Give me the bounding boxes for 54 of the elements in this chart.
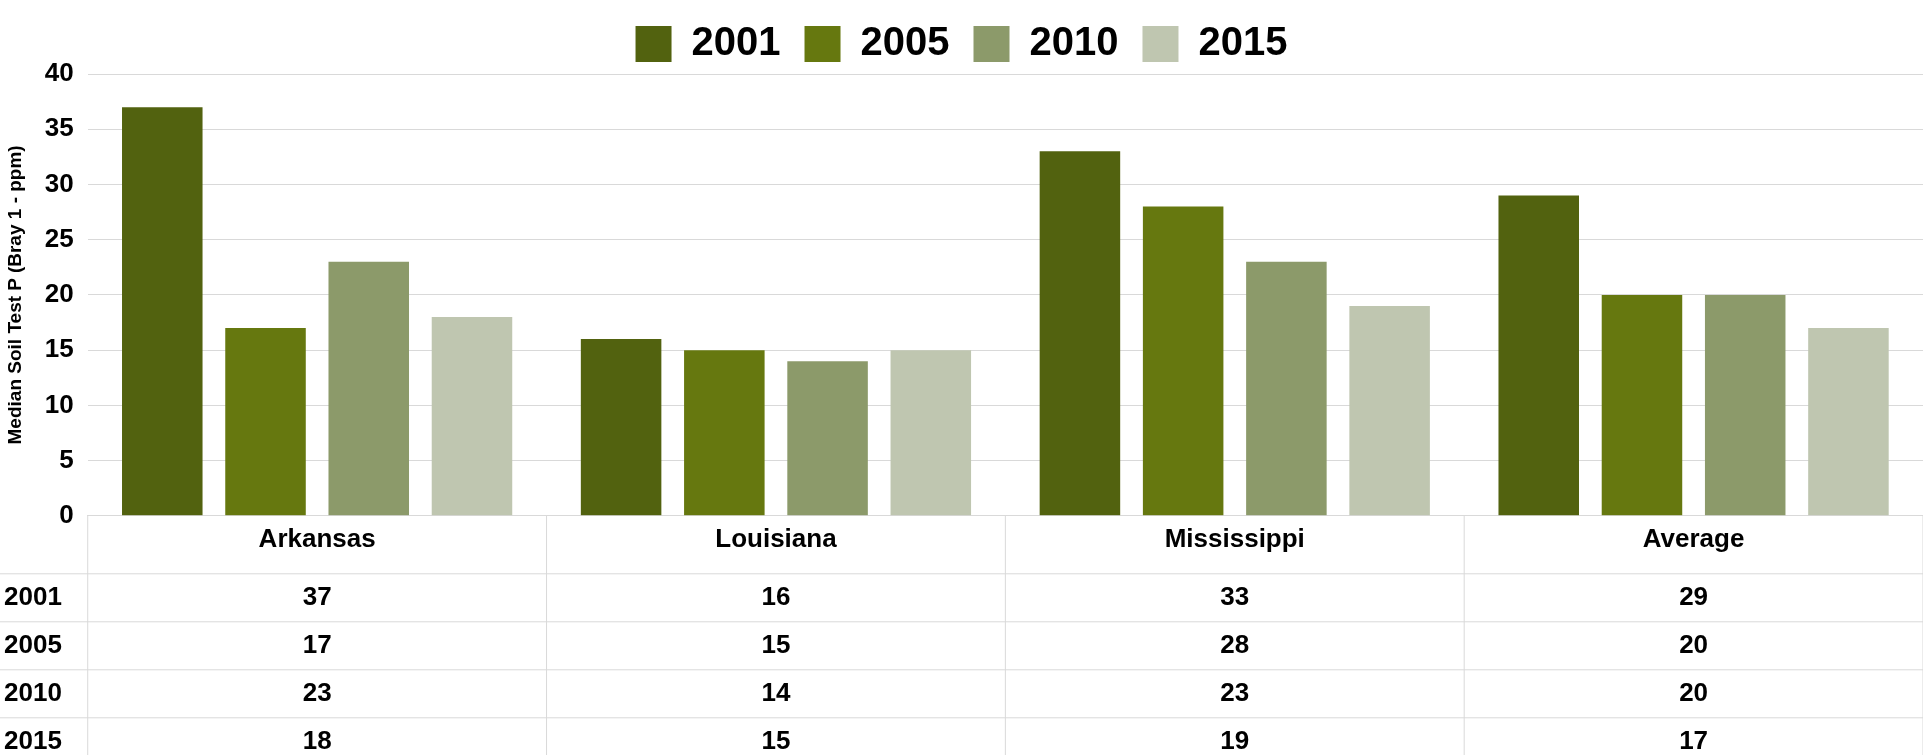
text: 2015	[4, 724, 62, 755]
bar	[225, 328, 306, 516]
text: 2005	[4, 628, 62, 659]
y-tick-label: 15	[44, 333, 74, 364]
data-label: 20	[1679, 676, 1709, 707]
x-tick-label: Arkansas	[258, 522, 376, 553]
data-label: 18	[302, 724, 332, 755]
y-tick-label: 10	[44, 388, 74, 419]
data-label: 23	[1220, 676, 1250, 707]
y-tick-label: 0	[59, 498, 74, 529]
data-label: 23	[302, 676, 332, 707]
y-tick-label: 20	[44, 278, 74, 309]
data-label: 15	[761, 628, 791, 659]
data-label: 15	[761, 724, 791, 755]
bar	[1601, 294, 1683, 516]
data-label: 37	[302, 580, 332, 611]
data-label: 17	[302, 628, 332, 659]
legend-label: 2001	[691, 19, 781, 64]
text: 2001	[4, 580, 62, 611]
y-tick-label: 40	[44, 57, 74, 88]
legend-label: 2010	[1029, 19, 1119, 64]
legend-label: 2015	[1198, 19, 1288, 64]
bar	[787, 361, 868, 516]
data-label: 16	[761, 580, 791, 611]
bar	[1142, 206, 1224, 516]
bar	[1039, 151, 1121, 516]
bar	[890, 350, 972, 516]
text: 2010	[4, 676, 62, 707]
data-label: 28	[1220, 628, 1250, 659]
bar	[431, 316, 513, 516]
bar	[1704, 294, 1786, 516]
bar	[122, 107, 203, 516]
bar	[1808, 328, 1889, 516]
data-label: 20	[1679, 628, 1709, 659]
data-label: 33	[1220, 580, 1250, 611]
bar	[328, 261, 410, 516]
legend-label: 2005	[860, 19, 950, 64]
x-tick-label: Mississippi	[1164, 522, 1305, 553]
bar	[580, 339, 662, 516]
data-label: 14	[761, 676, 791, 707]
x-tick-label: Average	[1642, 522, 1745, 553]
x-tick-label: Louisiana	[715, 522, 838, 553]
y-axis-title: Median Soil Test P (Bray 1 - ppm)	[3, 145, 25, 445]
y-tick-label: 5	[59, 443, 74, 474]
data-label: 17	[1679, 724, 1709, 755]
y-tick-label: 25	[44, 222, 74, 253]
y-tick-label: 35	[44, 112, 74, 143]
bar	[1349, 305, 1430, 516]
bar	[1246, 261, 1327, 516]
data-label: 29	[1679, 580, 1709, 611]
y-tick-label: 30	[44, 167, 74, 198]
bar	[684, 350, 765, 516]
data-label: 19	[1220, 724, 1250, 755]
bar	[1498, 195, 1579, 516]
